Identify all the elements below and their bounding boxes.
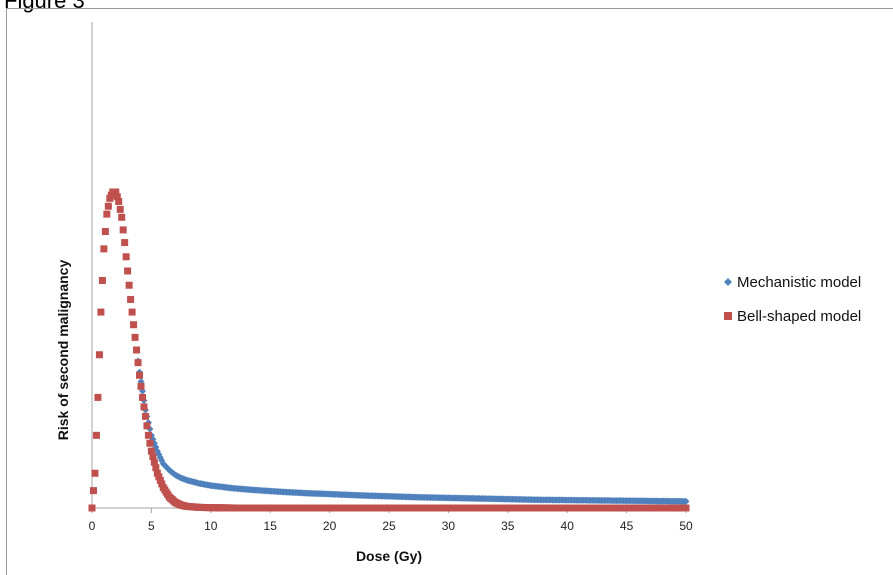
bell-shaped-point [138, 393, 146, 401]
x-tick-label: 40 [561, 519, 575, 533]
x-tick-label: 35 [501, 519, 515, 533]
bell-shaped-point [158, 480, 166, 488]
x-tick-label: 0 [89, 519, 96, 533]
bell-shaped-point [88, 504, 96, 512]
bell-shaped-point [682, 504, 690, 512]
x-tick-label: 20 [323, 519, 337, 533]
bell-shaped-point [130, 321, 138, 329]
bell-shaped-point [97, 308, 105, 316]
bell-shaped-point [127, 295, 135, 303]
bell-shaped-point [141, 412, 149, 420]
bell-shaped-point [100, 245, 108, 253]
bell-shaped-point [118, 213, 126, 221]
bell-shaped-point [150, 458, 158, 466]
bell-shaped-point [92, 431, 100, 439]
bell-shaped-point [116, 205, 124, 213]
x-tick-label: 45 [620, 519, 634, 533]
bell-shaped-point [144, 431, 152, 439]
x-tick-label: 25 [382, 519, 396, 533]
bell-shaped-point [91, 469, 99, 477]
bell-shaped-point [143, 422, 151, 430]
y-axis-title: Risk of second malignancy [55, 260, 71, 441]
legend-marker-mechanistic [724, 278, 732, 286]
bell-shaped-point [121, 239, 129, 247]
bell-shaped-point [156, 476, 164, 484]
bell-shaped-point [124, 267, 132, 275]
bell-shaped-point [94, 393, 102, 401]
bell-shaped-point [131, 333, 139, 341]
bell-shaped-point [103, 210, 111, 218]
series-mechanistic [88, 188, 690, 512]
bell-shaped-point [134, 359, 142, 367]
legend-label: Mechanistic model [737, 274, 861, 291]
x-tick-label: 30 [442, 519, 456, 533]
bell-shaped-point [137, 382, 145, 390]
chart-marks [88, 188, 690, 512]
series-bell-shaped [88, 188, 690, 512]
bell-shaped-point [136, 371, 144, 379]
bell-shaped-point [113, 193, 121, 201]
chart-area [6, 8, 893, 575]
bell-shaped-point [147, 447, 155, 455]
bell-shaped-point [133, 346, 141, 354]
chart-legend: Mechanistic model Bell-shaped model [724, 274, 861, 325]
chart-axes: 0 5 10 15 20 25 30 35 40 45 50 [89, 22, 693, 533]
bell-shaped-point [119, 226, 127, 234]
bell-shaped-point [115, 197, 123, 205]
bell-shaped-point [125, 281, 133, 289]
bell-shaped-point [152, 464, 160, 472]
bell-shaped-point [155, 473, 163, 481]
legend-marker-bell-shaped [724, 312, 732, 320]
figure-caption: Figure 3 [4, 0, 85, 13]
bell-shaped-point [122, 253, 130, 261]
bell-shaped-point [95, 351, 103, 359]
x-tick-label: 10 [204, 519, 218, 533]
x-tick-label: 15 [264, 519, 278, 533]
bell-shaped-point [101, 228, 109, 235]
bell-shaped-point [89, 487, 97, 495]
x-tick-label: 5 [148, 519, 155, 533]
bell-shaped-point [149, 453, 157, 461]
mechanistic-point [682, 497, 690, 505]
legend-label: Bell-shaped model [737, 308, 861, 325]
bell-shaped-point [128, 308, 136, 316]
x-axis-title: Dose (Gy) [356, 548, 422, 564]
bell-shaped-point [140, 403, 148, 411]
bell-shaped-point [104, 202, 112, 210]
bell-shaped-point [146, 439, 154, 447]
x-tick-label: 50 [679, 519, 693, 533]
bell-shaped-point [112, 188, 120, 196]
bell-shaped-point [98, 276, 106, 284]
bell-shaped-point [153, 469, 161, 477]
